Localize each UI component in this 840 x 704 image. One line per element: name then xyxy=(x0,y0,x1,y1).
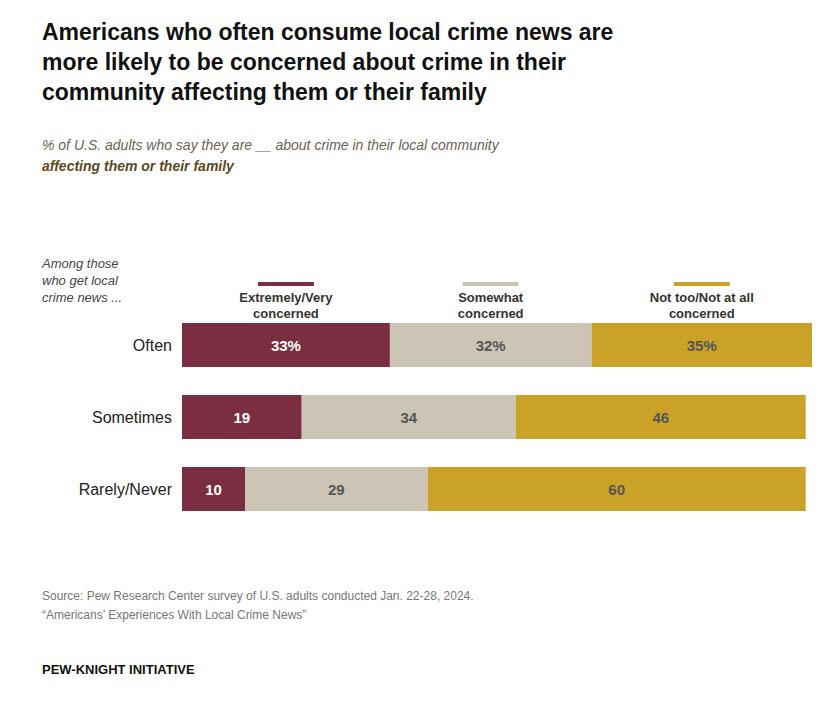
legend-label: Extremely/Veryconcerned xyxy=(239,290,333,321)
axis-label: Among thosewho get localcrime news ... xyxy=(41,256,122,305)
source: Source: Pew Research Center survey of U.… xyxy=(42,589,474,622)
bar xyxy=(182,395,302,439)
subtitle: % of U.S. adults who say they are __ abo… xyxy=(42,137,500,174)
data-label: 33% xyxy=(271,337,301,354)
data-label: 34 xyxy=(400,409,417,426)
legend-swatch xyxy=(258,282,314,286)
tick-label: Often xyxy=(133,337,172,354)
bar xyxy=(245,467,428,511)
data-label: 60 xyxy=(608,481,625,498)
legend-swatch xyxy=(463,282,519,286)
data-label: 46 xyxy=(652,409,669,426)
bar xyxy=(428,467,806,511)
data-label: 19 xyxy=(234,409,251,426)
bar xyxy=(182,467,245,511)
chart: Americans who often consume local crime … xyxy=(0,0,840,704)
legend-label: Somewhatconcerned xyxy=(458,290,524,321)
legend: Extremely/Veryconcerned Somewhatconcerned… xyxy=(239,282,753,321)
data-label: 35% xyxy=(687,337,717,354)
chart-container: Americans who often consume local crime … xyxy=(0,0,840,704)
title: Americans who often consume local crime … xyxy=(42,19,613,105)
background xyxy=(0,0,840,704)
data-label: 29 xyxy=(328,481,345,498)
tick-label: Rarely/Never xyxy=(79,481,173,498)
bar xyxy=(390,323,592,367)
bar xyxy=(516,395,806,439)
data-labels: 33% 32% 35% 19 34 46 10 29 60 xyxy=(205,337,717,498)
legend-label: Not too/Not at allconcerned xyxy=(650,290,754,321)
legend-swatch xyxy=(674,282,730,286)
bar xyxy=(182,323,390,367)
bar xyxy=(302,395,516,439)
footer: PEW-KNIGHT INITIATIVE xyxy=(42,662,195,677)
tick-label: Sometimes xyxy=(92,409,172,426)
data-label: 10 xyxy=(205,481,222,498)
bars xyxy=(182,323,812,511)
data-label: 32% xyxy=(476,337,506,354)
bar xyxy=(592,323,813,367)
